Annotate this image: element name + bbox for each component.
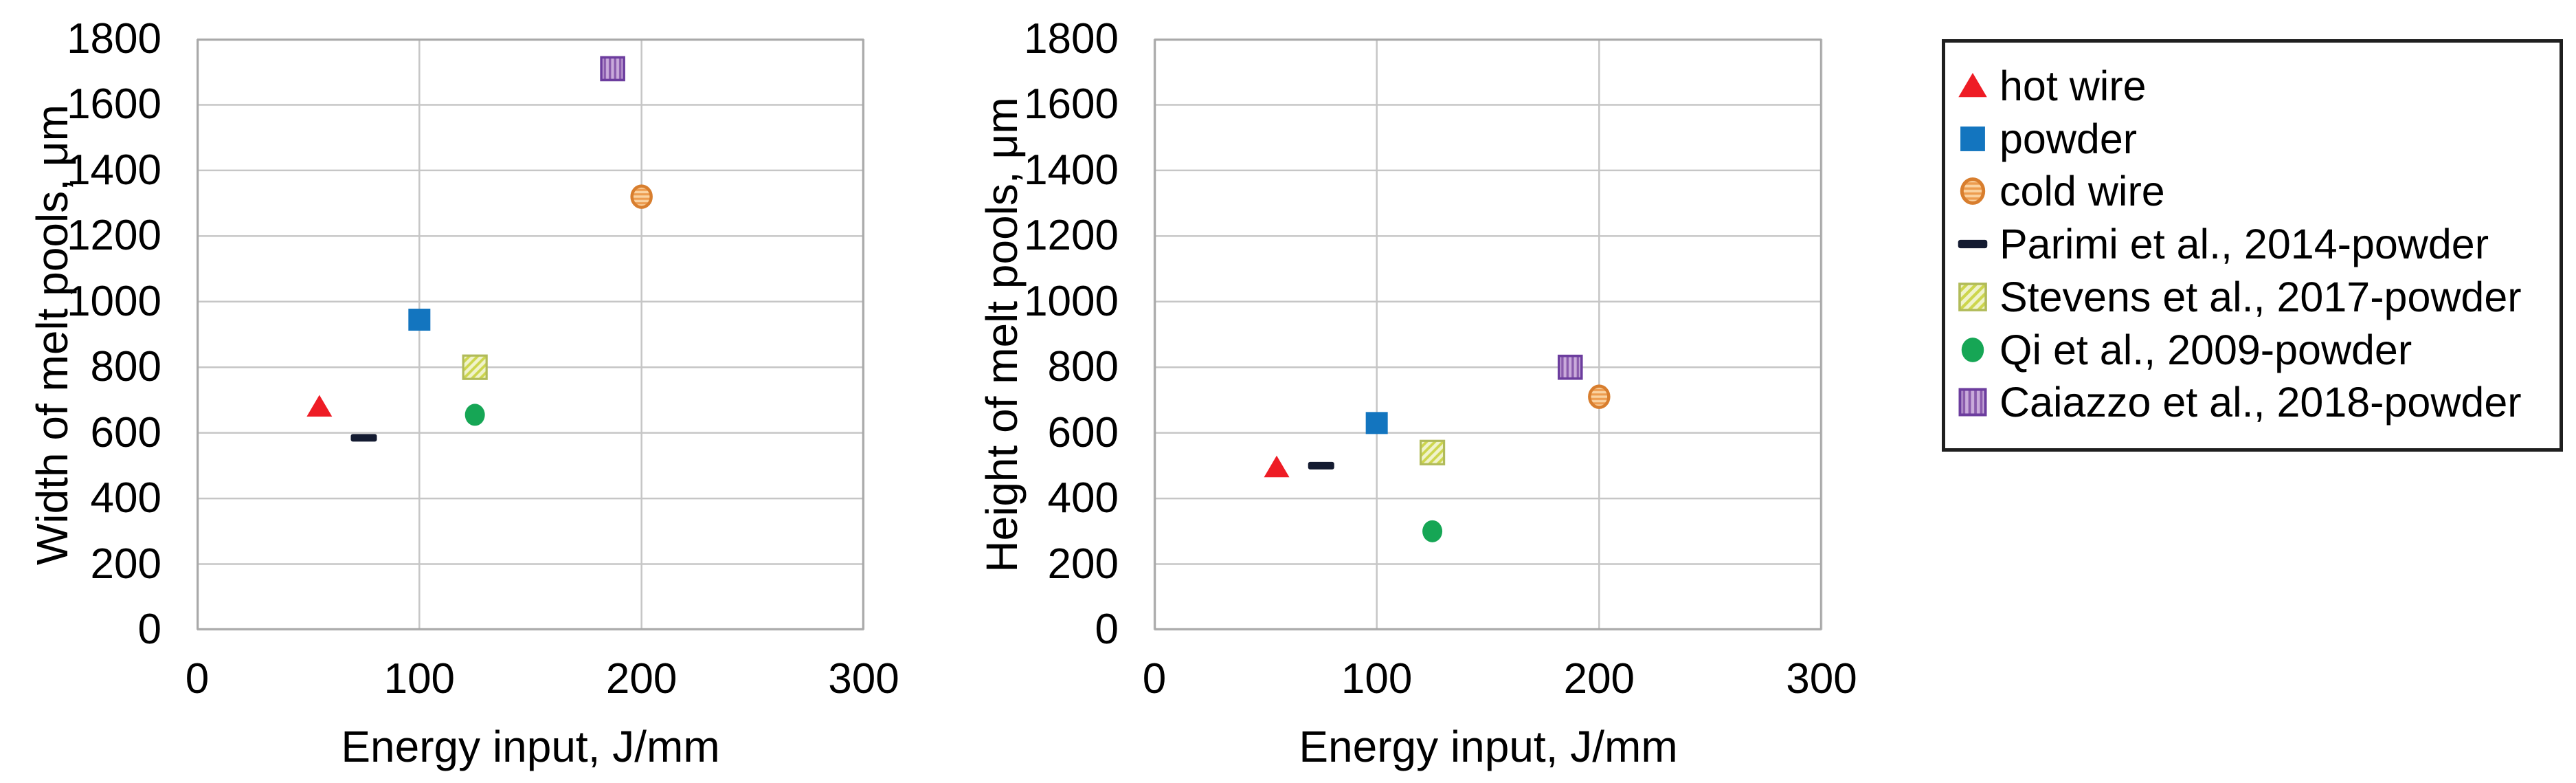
height-x-axis-title: Energy input, J/mm xyxy=(1299,722,1678,771)
legend-item-label: Caiazzo et al., 2018-powder xyxy=(2000,379,2522,426)
y-tick-label: 400 xyxy=(90,474,161,522)
legend-item: cold wire xyxy=(1952,166,2165,216)
y-tick-label: 1200 xyxy=(1024,212,1119,260)
parimi-et-al-2014-powder-marker xyxy=(1958,239,1988,249)
y-tick-label: 600 xyxy=(90,408,161,456)
x-tick-label: 0 xyxy=(1142,655,1167,703)
stevens-et-al-2017-powder-marker xyxy=(1958,282,1987,311)
caiazzo-et-al-2018-powder-marker xyxy=(1557,354,1583,380)
legend: hot wire powder cold wire Parimi et al., 20… xyxy=(1942,39,2563,452)
parimi-et-al-2014-powder-marker xyxy=(350,434,377,442)
caiazzo-et-al-2018-powder-marker xyxy=(600,56,625,82)
x-tick-label: 200 xyxy=(605,655,677,703)
legend-item: powder xyxy=(1952,114,2137,164)
y-tick-label: 200 xyxy=(90,540,161,588)
hot-wire-marker xyxy=(306,395,333,417)
legend-item-label: hot wire xyxy=(2000,63,2147,109)
x-tick-label: 300 xyxy=(1786,655,1857,703)
hot-wire-icon xyxy=(1958,72,1987,98)
y-tick-label: 1200 xyxy=(67,212,161,260)
y-tick-label: 1600 xyxy=(67,80,161,129)
legend-item: Stevens et al., 2017-powder xyxy=(1952,272,2522,322)
stevens-et-al-2017-powder-icon xyxy=(1958,282,1987,311)
x-tick-label: 200 xyxy=(1563,655,1635,703)
powder-marker xyxy=(1960,126,1985,151)
y-tick-label: 1000 xyxy=(1024,277,1119,325)
y-tick-label: 1600 xyxy=(1024,80,1119,129)
qi-et-al-2009-powder-marker xyxy=(1961,337,1984,362)
y-tick-label: 1400 xyxy=(1024,146,1119,194)
qi-et-al-2009-powder-marker xyxy=(464,404,485,426)
legend-item-label: Parimi et al., 2014-powder xyxy=(2000,221,2489,268)
width-plot-area xyxy=(196,38,865,631)
y-tick-label: 1800 xyxy=(67,15,161,63)
x-tick-label: 100 xyxy=(1341,655,1413,703)
y-tick-label: 800 xyxy=(90,343,161,391)
stevens-et-al-2017-powder-marker xyxy=(462,354,488,380)
y-tick-label: 400 xyxy=(1047,474,1119,522)
y-tick-label: 0 xyxy=(1095,606,1119,653)
height-plot-area xyxy=(1153,38,1823,631)
y-tick-label: 600 xyxy=(1047,408,1119,456)
y-tick-label: 200 xyxy=(1047,540,1119,588)
powder-marker xyxy=(408,309,431,331)
legend-item: Caiazzo et al., 2018-powder xyxy=(1952,377,2522,427)
stevens-et-al-2017-powder-marker xyxy=(1419,439,1446,465)
y-tick-label: 0 xyxy=(137,606,161,653)
parimi-et-al-2014-powder-icon xyxy=(1958,239,1988,249)
caiazzo-et-al-2018-powder-marker xyxy=(1958,388,1987,417)
legend-item: Parimi et al., 2014-powder xyxy=(1952,219,2489,269)
x-tick-label: 0 xyxy=(185,655,210,703)
hot-wire-marker xyxy=(1958,72,1987,98)
cold-wire-icon xyxy=(1960,177,1986,206)
legend-item-label: Qi et al., 2009-powder xyxy=(2000,326,2412,373)
x-tick-label: 300 xyxy=(828,655,899,703)
qi-et-al-2009-powder-icon xyxy=(1961,337,1984,362)
qi-et-al-2009-powder-marker xyxy=(1422,520,1443,542)
y-tick-label: 1400 xyxy=(67,146,161,194)
powder-icon xyxy=(1960,126,1985,151)
y-tick-label: 1800 xyxy=(1024,15,1119,63)
caiazzo-et-al-2018-powder-icon xyxy=(1958,388,1987,417)
hot-wire-marker xyxy=(1264,455,1290,478)
legend-item: Qi et al., 2009-powder xyxy=(1952,325,2412,375)
legend-item-label: powder xyxy=(2000,115,2138,162)
legend-item: hot wire xyxy=(1952,61,2147,111)
x-tick-label: 100 xyxy=(383,655,456,703)
y-tick-label: 800 xyxy=(1047,343,1119,391)
cold-wire-marker xyxy=(1588,384,1611,409)
width-x-axis-title: Energy input, J/mm xyxy=(341,722,720,771)
cold-wire-marker xyxy=(630,184,653,209)
cold-wire-marker xyxy=(1960,177,1986,206)
powder-marker xyxy=(1365,412,1388,434)
y-tick-label: 1000 xyxy=(67,277,161,325)
legend-item-label: Stevens et al., 2017-powder xyxy=(2000,273,2522,320)
parimi-et-al-2014-powder-marker xyxy=(1308,461,1334,470)
legend-item-label: cold wire xyxy=(2000,168,2165,215)
